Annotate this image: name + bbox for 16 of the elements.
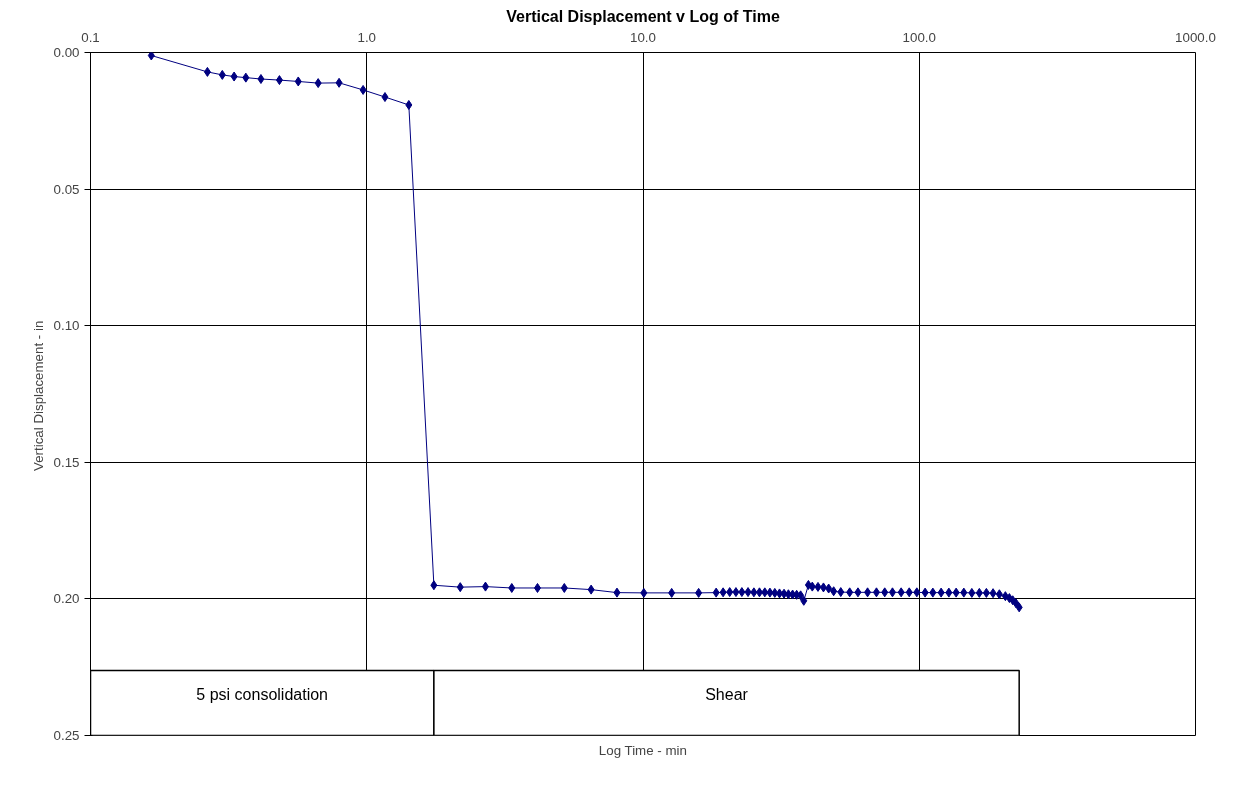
x-axis-title: Log Time - min: [598, 742, 687, 758]
y-tick-label: 0.10: [53, 318, 80, 334]
x-tick-label: 100.0: [902, 29, 936, 45]
x-tick-label: 0.1: [81, 29, 100, 45]
x-tick-label: 10.0: [630, 29, 656, 45]
band-label: 5 psi consolidation: [196, 686, 329, 704]
y-tick-label: 0.15: [53, 454, 80, 470]
y-tick-label: 0.20: [53, 591, 80, 607]
y-tick-label: 0.00: [53, 45, 80, 60]
y-tick-label: 0.25: [53, 728, 80, 743]
x-tick-label: 1000.0: [1175, 29, 1216, 45]
y-tick-label: 0.05: [53, 181, 80, 197]
chart-title: Vertical Displacement v Log of Time: [506, 7, 780, 25]
y-axis-title: Vertical Displacement - in: [30, 320, 46, 472]
x-tick-label: 1.0: [357, 29, 377, 45]
band-label: Shear: [705, 686, 749, 704]
